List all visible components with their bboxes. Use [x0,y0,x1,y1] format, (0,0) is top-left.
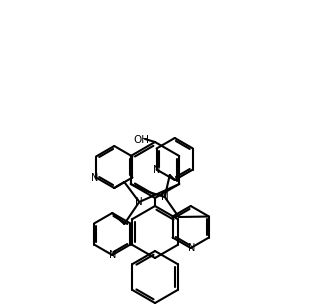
Text: N: N [108,250,116,260]
Text: N: N [161,192,169,202]
Text: N: N [153,165,160,174]
Text: N: N [188,243,195,253]
Text: N: N [91,173,99,182]
Text: OH: OH [133,135,149,145]
Text: N: N [135,197,143,207]
